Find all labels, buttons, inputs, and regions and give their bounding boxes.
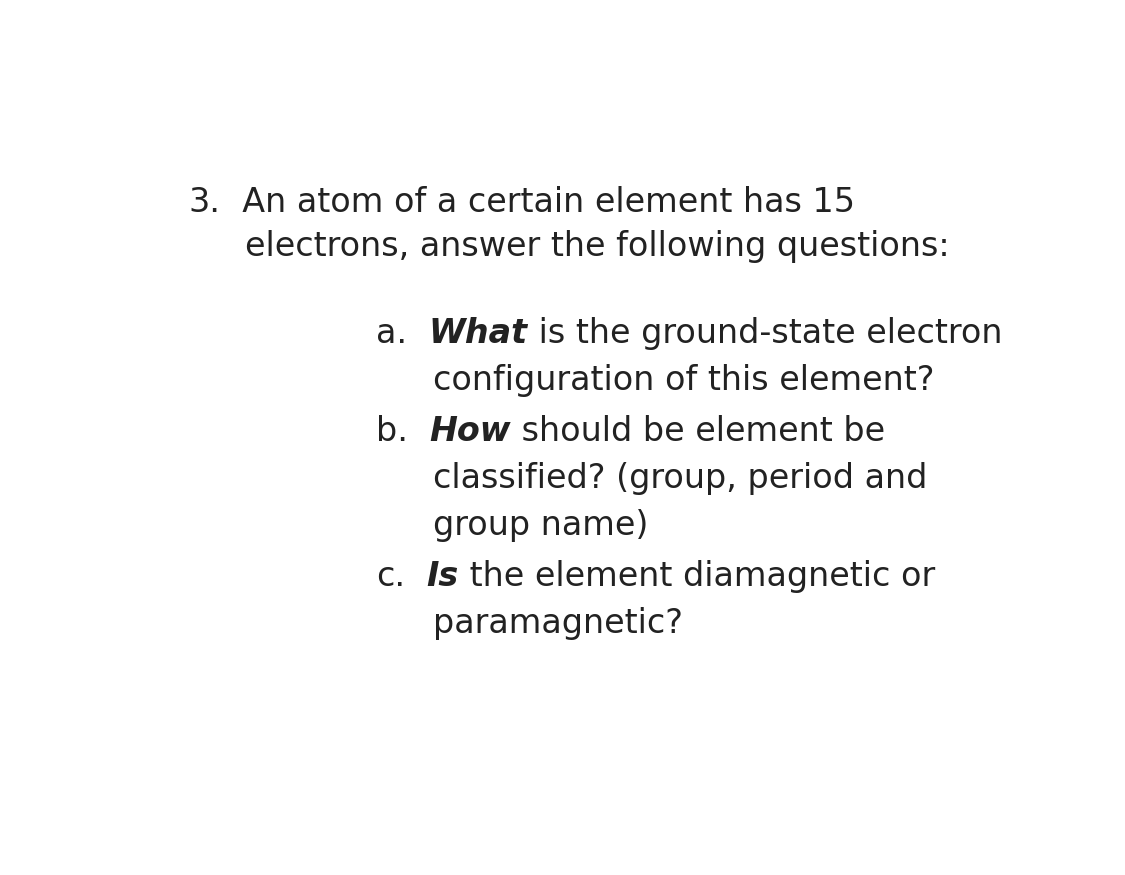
Text: is the ground-state electron: is the ground-state electron (528, 318, 1002, 350)
Text: electrons, answer the following questions:: electrons, answer the following question… (245, 229, 950, 262)
Text: Is: Is (426, 560, 459, 592)
Text: a.: a. (376, 318, 407, 350)
Text: the element diamagnetic or: the element diamagnetic or (459, 560, 935, 592)
Text: What: What (429, 318, 528, 350)
Text: An atom of a certain element has 15: An atom of a certain element has 15 (220, 186, 855, 219)
Text: b.: b. (376, 415, 408, 448)
Text: configuration of this element?: configuration of this element? (433, 364, 934, 397)
Text: 3.: 3. (189, 186, 220, 219)
Text: classified? (group, period and: classified? (group, period and (433, 462, 927, 495)
Text: How: How (430, 415, 511, 448)
Text: c.: c. (376, 560, 405, 592)
Text: group name): group name) (433, 509, 648, 542)
Text: should be element be: should be element be (511, 415, 885, 448)
Text: paramagnetic?: paramagnetic? (433, 607, 683, 640)
